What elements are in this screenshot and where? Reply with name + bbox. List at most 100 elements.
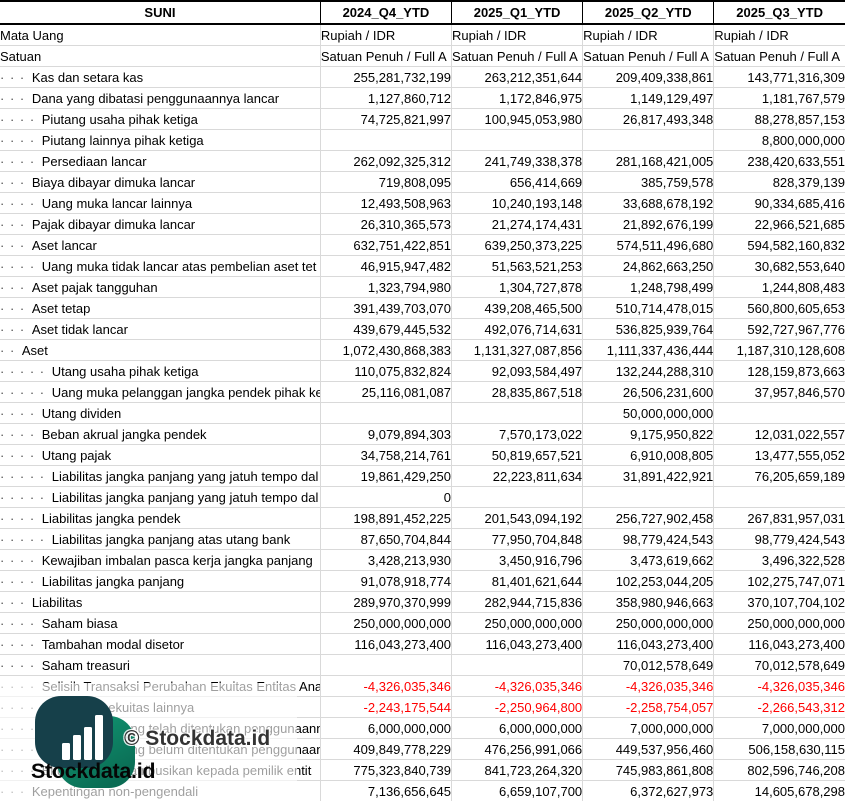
row-label-cell: · · · · Liabilitas jangka pendek	[0, 507, 321, 529]
row-label-text: Aset lancar	[31, 237, 97, 253]
row-label-text: Biaya dibayar dimuka lancar	[31, 174, 196, 190]
row-label-cell: · · · · · Uang muka pelanggan jangka pen…	[0, 381, 321, 403]
value-cell: 1,248,798,499	[582, 276, 714, 298]
table-row: · · · · · Liabilitas jangka panjang atas…	[0, 528, 845, 550]
value-cell: 492,076,714,631	[451, 318, 583, 340]
indent-dots: · · · ·	[0, 573, 40, 589]
value-cell: 116,043,273,400	[713, 633, 845, 655]
stockdata-brand-text: Stockdata.id	[31, 759, 156, 783]
value-cell: 143,771,316,309	[713, 66, 845, 88]
indent-dots: · · · ·	[0, 426, 40, 442]
table-row: · · · Aset tidak lancar 439,679,445,532 49…	[0, 318, 845, 340]
value-cell: 87,650,704,844	[319, 528, 452, 550]
row-label-cell: · · · · · Liabilitas jangka panjang atas…	[0, 528, 321, 550]
value-cell: 391,439,703,070	[319, 297, 452, 319]
value-cell: 289,970,370,999	[319, 591, 452, 613]
value-cell: 9,079,894,303	[319, 423, 452, 445]
indent-dots: · · ·	[0, 216, 30, 232]
value-cell: 281,168,421,005	[582, 150, 714, 172]
row-label-cell: · · · Pajak dibayar dimuka lancar	[0, 213, 321, 235]
value-cell: 77,950,704,848	[451, 528, 583, 550]
row-label-cell: · · · · Utang dividen	[0, 402, 321, 424]
meta-value-cell: Rupiah / IDR	[713, 24, 845, 46]
row-label-cell: · · · · · Liabilitas jangka panjang yang…	[0, 486, 321, 508]
value-cell: 536,825,939,764	[582, 318, 714, 340]
indent-dots: · · · ·	[0, 132, 40, 148]
row-label-cell: · · · · · Liabilitas jangka panjang yang…	[0, 465, 321, 487]
value-cell: 81,401,621,644	[451, 570, 583, 592]
value-cell	[319, 654, 452, 676]
value-cell: 6,000,000,000	[451, 717, 583, 739]
table-row: · · · · · Liabilitas jangka panjang yang…	[0, 486, 845, 508]
value-cell: 1,323,794,980	[319, 276, 452, 298]
value-cell: 70,012,578,649	[713, 654, 845, 676]
indent-dots: · · · · ·	[0, 363, 50, 379]
value-cell: 250,000,000,000	[582, 612, 714, 634]
value-cell: 1,131,327,087,856	[451, 339, 583, 361]
row-label-text: Selisih Transaksi Perubahan Ekuitas Enti…	[41, 678, 321, 694]
row-label-text: Kewajiban imbalan pasca kerja jangka pan…	[41, 552, 313, 568]
value-cell: -2,258,754,057	[582, 696, 714, 718]
value-cell: 1,187,310,128,608	[713, 339, 845, 361]
value-cell: 370,107,704,102	[713, 591, 845, 613]
value-cell: 22,966,521,685	[713, 213, 845, 235]
period-header-cell: 2024_Q4_YTD	[319, 0, 452, 25]
value-cell: 6,659,107,700	[451, 780, 583, 801]
value-cell: 70,012,578,649	[582, 654, 714, 676]
row-label-text: Piutang usaha pihak ketiga	[41, 111, 198, 127]
table-row: · · · · Liabilitas jangka panjang 91,078,…	[0, 570, 845, 592]
meta-row: Mata Uang Rupiah / IDR Rupiah / IDR Rupiah …	[0, 24, 845, 46]
value-cell: 510,714,478,015	[582, 297, 714, 319]
indent-dots: · · ·	[0, 69, 30, 85]
value-cell: 10,240,193,148	[451, 192, 583, 214]
value-cell: 439,679,445,532	[319, 318, 452, 340]
company-header-cell: SUNI	[0, 0, 321, 25]
indent-dots: · · ·	[0, 90, 30, 106]
value-cell: 1,127,860,712	[319, 87, 452, 109]
row-label-text: Piutang lainnya pihak ketiga	[41, 132, 204, 148]
row-label-text: Liabilitas jangka pendek	[41, 510, 181, 526]
table-row: · · · · Kewajiban imbalan pasca kerja ja…	[0, 549, 845, 571]
table-row: · · · · Piutang lainnya pihak ketiga 8,80…	[0, 129, 845, 151]
row-label-cell: · · · Biaya dibayar dimuka lancar	[0, 171, 321, 193]
value-cell: 21,892,676,199	[582, 213, 714, 235]
period-header-cell: 2025_Q2_YTD	[582, 0, 714, 25]
row-label-text: Saham treasuri	[41, 657, 130, 673]
table-row: · · · · · Uang muka pelanggan jangka pen…	[0, 381, 845, 403]
value-cell: 98,779,424,543	[582, 528, 714, 550]
bar-chart-icon	[62, 715, 103, 760]
row-label-text: Beban akrual jangka pendek	[41, 426, 207, 442]
value-cell: -4,326,035,346	[713, 675, 845, 697]
value-cell: 25,116,081,087	[319, 381, 452, 403]
value-cell: 132,244,288,310	[582, 360, 714, 382]
row-label-text: Aset pajak tangguhan	[31, 279, 158, 295]
value-cell: 255,281,732,199	[319, 66, 452, 88]
stockdata-logo-icon	[35, 696, 135, 788]
value-cell: 198,891,452,225	[319, 507, 452, 529]
row-label-cell: · · · · Piutang lainnya pihak ketiga	[0, 129, 321, 151]
value-cell: -2,243,175,544	[319, 696, 452, 718]
table-body: Mata Uang Rupiah / IDR Rupiah / IDR Rupiah …	[0, 24, 845, 801]
meta-value-cell: Rupiah / IDR	[451, 24, 583, 46]
meta-label-cell: Satuan	[0, 45, 321, 67]
value-cell: 37,957,846,570	[713, 381, 845, 403]
row-label-text: Liabilitas jangka panjang atas utang ban…	[51, 531, 291, 547]
value-cell: 775,323,840,739	[319, 759, 452, 781]
indent-dots: · · · ·	[0, 258, 40, 274]
table-row: · · · · Utang pajak 34,758,214,761 50,819,…	[0, 444, 845, 466]
table-row: · · · Aset lancar 632,751,422,851 639,250,…	[0, 234, 845, 256]
value-cell: 263,212,351,644	[451, 66, 583, 88]
value-cell: 1,111,337,436,444	[582, 339, 714, 361]
indent-dots: · · ·	[0, 300, 30, 316]
value-cell: 7,136,656,645	[319, 780, 452, 801]
value-cell	[713, 486, 845, 508]
table-row: · · · · Tambahan modal disetor 116,043,27…	[0, 633, 845, 655]
value-cell: 262,092,325,312	[319, 150, 452, 172]
indent-dots: · · ·	[0, 594, 30, 610]
row-label-text: Dana yang dibatasi penggunaannya lancar	[31, 90, 280, 106]
value-cell: 88,278,857,153	[713, 108, 845, 130]
row-label-cell: · · · Dana yang dibatasi penggunaannya l…	[0, 87, 321, 109]
value-cell: 592,727,967,776	[713, 318, 845, 340]
value-cell: 7,000,000,000	[582, 717, 714, 739]
row-label-text: Liabilitas jangka panjang yang jatuh tem…	[51, 489, 319, 505]
